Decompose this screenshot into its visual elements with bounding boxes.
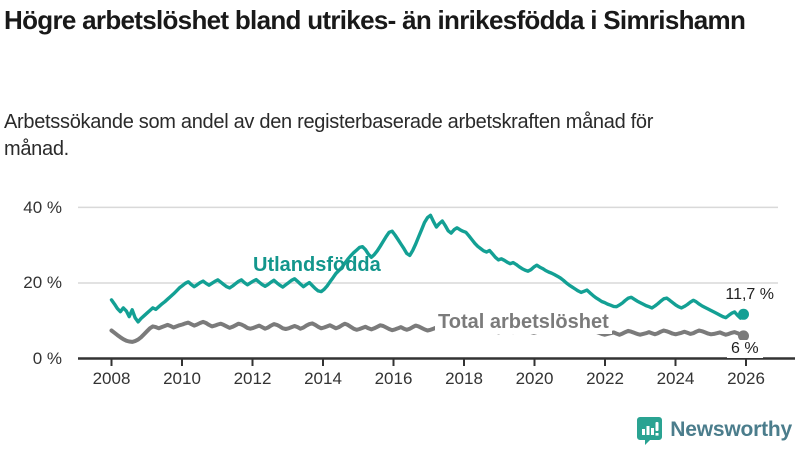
series-label-total-arbetsloshet: Total arbetslöshet: [435, 311, 612, 334]
x-axis-tick-label-2010: 2010: [163, 369, 201, 388]
x-axis-tick-label-2014: 2014: [304, 369, 342, 388]
x-axis-tick-label-2016: 2016: [374, 369, 413, 388]
chart-title: Högre arbetslöshet bland utrikes- än inr…: [4, 5, 746, 35]
series-label-utlandsfodda: Utlandsfödda: [253, 254, 381, 276]
end-value-label-utlandsfodda: 11,7 %: [725, 286, 774, 303]
x-axis-tick-label-2024: 2024: [656, 369, 695, 388]
x-axis-tick-label-2012: 2012: [233, 369, 272, 388]
x-axis-tick-label-2018: 2018: [445, 369, 483, 388]
end-value-label-total: 6 %: [727, 340, 763, 358]
x-axis-tick-label-2026: 2026: [727, 369, 765, 388]
y-axis-tick-label-40: 40 %: [23, 198, 62, 217]
x-axis-tick-label-2008: 2008: [92, 369, 131, 388]
x-axis-tick-label-2020: 2020: [515, 369, 554, 388]
y-axis-tick-label-0: 0 %: [32, 349, 62, 368]
newsworthy-wordmark: Newsworthy: [670, 418, 792, 441]
newsworthy-logo[interactable]: Newsworthy: [636, 414, 792, 446]
chart-subtitle: Arbetssökande som andel av den registerb…: [4, 111, 654, 160]
y-axis-tick-label-20: 20 %: [23, 273, 62, 292]
x-axis-tick-label-2022: 2022: [586, 369, 624, 388]
newsworthy-bubble-chart-icon: [637, 416, 663, 445]
